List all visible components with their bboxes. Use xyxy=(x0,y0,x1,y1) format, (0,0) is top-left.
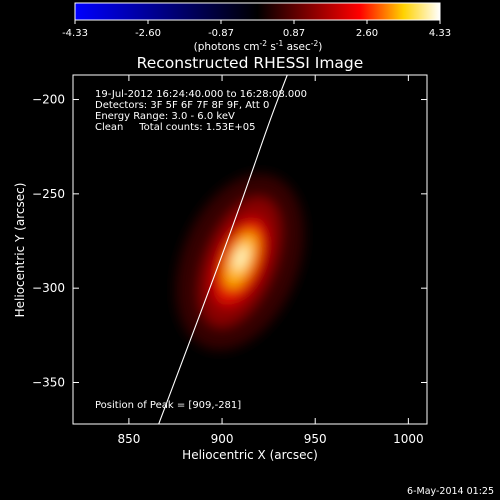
colorbar-tick-label: 4.33 xyxy=(429,28,451,39)
axis-ticks: 850 900 950 1000 −200 −250 −300 −350 xyxy=(32,75,427,446)
x-tick-label: 850 xyxy=(117,432,140,446)
colorbar-ticks: -4.33 -2.60 -0.87 0.87 2.60 4.33 xyxy=(62,20,451,39)
plot-area: 850 900 950 1000 −200 −250 −300 −350 xyxy=(32,74,428,446)
x-tick-label: 950 xyxy=(304,432,327,446)
chart-title: Reconstructed RHESSI Image xyxy=(137,54,364,72)
x-tick-label: 1000 xyxy=(393,432,424,446)
colorbar-tick-label: -4.33 xyxy=(62,28,88,39)
annotation-energy-range: Energy Range: 3.0 - 6.0 keV xyxy=(95,111,235,122)
colorbar-tick-label: -2.60 xyxy=(135,28,161,39)
y-tick-label: −350 xyxy=(32,375,65,389)
timestamp: 6-May-2014 01:25 xyxy=(407,486,494,497)
y-tick-label: −250 xyxy=(32,187,65,201)
colorbar-tick-label: 2.60 xyxy=(356,28,378,39)
colorbar-tick-label: 0.87 xyxy=(283,28,305,39)
annotations: 19-Jul-2012 16:24:40.000 to 16:28:08.000… xyxy=(95,89,307,411)
colorbar: -4.33 -2.60 -0.87 0.87 2.60 4.33 (photons cm-… xyxy=(62,2,451,53)
source-image xyxy=(158,75,304,424)
plot-frame xyxy=(72,74,428,425)
annotation-time-range: 19-Jul-2012 16:24:40.000 to 16:28:08.000 xyxy=(95,89,307,100)
x-axis-label: Heliocentric X (arcsec) xyxy=(182,448,318,462)
annotation-peak-position: Position of Peak = [909,-281] xyxy=(95,400,241,411)
colorbar-gradient xyxy=(74,2,441,21)
colorbar-tick-label: -0.87 xyxy=(208,28,234,39)
annotation-detectors: Detectors: 3F 5F 6F 7F 8F 9F, Att 0 xyxy=(95,100,269,111)
y-tick-label: −300 xyxy=(32,281,65,295)
x-tick-label: 900 xyxy=(211,432,234,446)
y-axis-label: Heliocentric Y (arcsec) xyxy=(13,183,27,318)
source-core xyxy=(233,244,249,272)
colorbar-unit: (photons cm-2 s-1 asec-2) xyxy=(194,39,323,53)
annotation-clean-counts: Clean Total counts: 1.53E+05 xyxy=(95,122,255,133)
solar-limb-line xyxy=(158,75,288,424)
y-tick-label: −200 xyxy=(32,93,65,107)
